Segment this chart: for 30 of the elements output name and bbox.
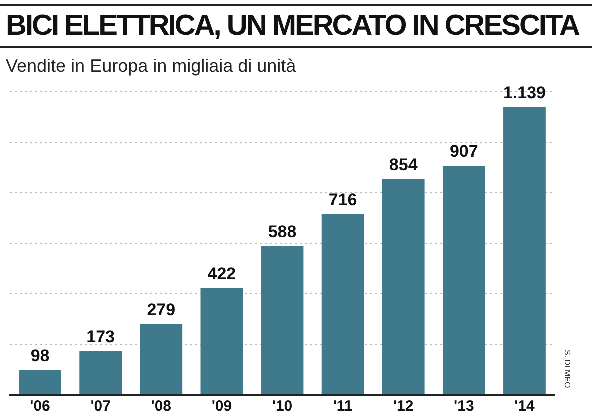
text: S. DI MEO [563, 350, 572, 388]
bar [80, 351, 122, 394]
data-label: 422 [208, 264, 236, 284]
bar [382, 179, 425, 394]
bar [504, 107, 546, 394]
x-tick-label: '12 [393, 398, 414, 416]
x-tick-label: '06 [30, 398, 50, 416]
x-tick-label: '09 [212, 398, 232, 416]
x-tick-label: '14 [514, 398, 536, 416]
x-tick-label: '13 [454, 398, 474, 416]
x-tick-label: '10 [272, 398, 293, 416]
data-label: 98 [30, 346, 50, 366]
x-tick-label: '07 [90, 398, 111, 416]
data-label: 279 [147, 300, 176, 320]
bar [261, 246, 304, 394]
bar [19, 370, 62, 394]
data-label: 907 [450, 142, 478, 162]
bar [200, 288, 244, 394]
x-tick-label: '08 [151, 398, 172, 416]
chart-subtitle: Vendite in Europa in migliaia di unità [6, 56, 296, 77]
x-tick-label: '11 [333, 398, 353, 416]
data-label: 1.139 [503, 84, 546, 103]
data-label: 588 [268, 222, 297, 242]
bar [442, 166, 486, 394]
data-label: 173 [86, 328, 116, 347]
bar [140, 324, 183, 394]
bar [322, 214, 364, 394]
data-label: 716 [328, 190, 358, 210]
data-label: 854 [389, 156, 418, 175]
chart-title: BICI ELETTRICA, UN MERCATO IN CRESCITA [0, 4, 592, 48]
